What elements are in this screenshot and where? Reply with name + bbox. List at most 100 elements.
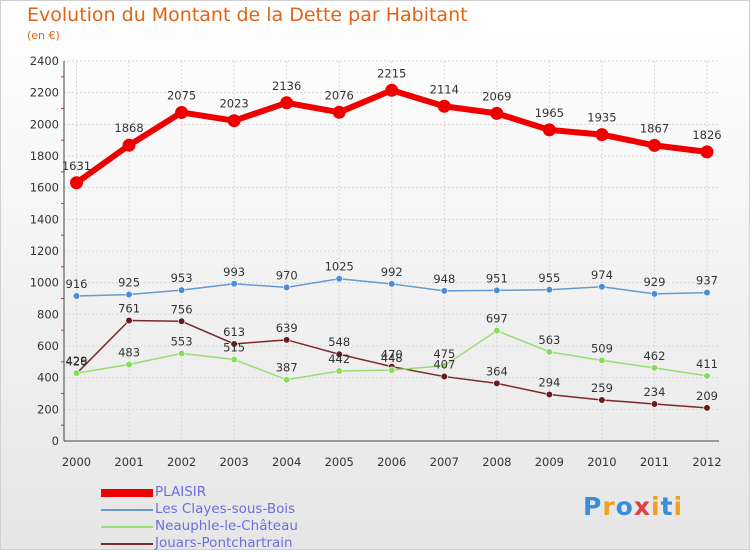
data-point-neauphle-le-chateau [545,348,553,356]
data-label-neauphle-le-chateau: 462 [643,349,665,363]
legend-label: Neauphle-le-Château [155,518,298,534]
data-point-jouars-pontchartrain [440,372,448,381]
y-tick-label: 200 [37,402,59,416]
data-point-les-clayes-sous-bois [125,290,133,299]
data-point-les-clayes-sous-bois [230,280,238,288]
data-label-plaisir: 1631 [62,159,91,173]
data-label-neauphle-le-chateau: 515 [223,340,245,354]
data-point-plaisir [385,83,399,97]
y-tick-label: 400 [37,371,59,385]
data-point-les-clayes-sous-bois [598,283,606,291]
data-point-jouars-pontchartrain [493,379,501,387]
x-tick-label: 2011 [640,455,669,469]
data-point-les-clayes-sous-bois [177,286,186,294]
data-point-neauphle-le-chateau [335,367,343,375]
data-label-neauphle-le-chateau: 448 [381,351,403,365]
y-tick-label: 1600 [30,181,59,195]
data-label-plaisir: 2114 [430,82,459,96]
y-tick-label: 600 [37,339,59,353]
series-line-plaisir [74,87,708,186]
data-point-neauphle-le-chateau [177,349,186,358]
data-label-jouars-pontchartrain: 548 [328,335,350,349]
data-point-plaisir [437,99,451,113]
data-label-les-clayes-sous-bois: 937 [696,274,718,288]
legend-swatch [101,508,153,511]
data-label-jouars-pontchartrain: 761 [118,302,140,316]
data-point-neauphle-le-chateau [650,364,659,372]
data-label-plaisir: 1868 [114,121,143,135]
data-label-neauphle-le-chateau: 411 [696,357,718,371]
data-label-plaisir: 1935 [587,111,616,125]
data-label-les-clayes-sous-bois: 929 [643,275,665,289]
x-tick-label: 2010 [587,455,616,469]
data-point-plaisir [122,138,136,152]
data-label-jouars-pontchartrain: 470 [381,348,403,362]
x-tick-label: 2012 [692,455,721,469]
data-point-neauphle-le-chateau [703,372,711,380]
data-point-jouars-pontchartrain [335,350,343,358]
data-point-jouars-pontchartrain [125,316,133,325]
logo-letter: x [633,492,651,521]
data-point-plaisir [227,114,241,128]
data-label-jouars-pontchartrain: 407 [433,358,455,372]
x-tick-label: 2007 [430,455,459,469]
legend-item: PLAISIR [101,484,298,501]
data-point-plaisir [280,96,294,110]
data-point-plaisir [542,123,556,137]
data-label-jouars-pontchartrain: 756 [171,302,193,316]
data-label-plaisir: 2136 [272,79,301,93]
data-label-les-clayes-sous-bois: 1025 [325,260,354,274]
data-point-jouars-pontchartrain [598,396,606,404]
x-tick-label: 2001 [114,455,143,469]
data-point-neauphle-le-chateau [493,327,501,335]
data-point-plaisir [175,105,189,119]
data-label-jouars-pontchartrain: 259 [591,381,613,395]
y-tick-label: 1800 [30,149,59,163]
data-label-les-clayes-sous-bois: 974 [591,268,613,282]
data-label-jouars-pontchartrain: 613 [223,325,245,339]
data-point-les-clayes-sous-bois [493,286,501,295]
y-tick-label: 800 [37,307,59,321]
data-label-les-clayes-sous-bois: 993 [223,265,245,279]
data-point-les-clayes-sous-bois [440,287,448,295]
data-label-plaisir: 2069 [482,89,511,103]
legend-item: Jouars-Pontchartrain [101,535,298,552]
legend-swatch [101,525,153,528]
legend-label: PLAISIR [155,484,207,500]
y-tick-label: 2400 [30,54,59,68]
logo-letter: i [651,492,661,521]
data-point-plaisir [700,145,714,159]
data-label-neauphle-le-chateau: 563 [538,333,560,347]
logo-letter: i [673,492,684,521]
data-point-jouars-pontchartrain [703,404,711,412]
data-label-neauphle-le-chateau: 475 [433,347,455,361]
data-point-les-clayes-sous-bois [72,292,81,300]
legend-swatch [101,542,153,545]
data-point-jouars-pontchartrain [545,390,553,399]
data-point-plaisir [595,128,609,142]
data-label-neauphle-le-chateau: 553 [171,334,193,348]
data-label-plaisir: 2075 [167,88,196,102]
data-label-neauphle-le-chateau: 697 [486,312,508,326]
data-point-neauphle-le-chateau [388,366,396,374]
data-point-plaisir [490,106,504,120]
x-tick-label: 2003 [219,455,248,469]
data-label-neauphle-le-chateau: 509 [591,341,613,355]
y-tick-label: 1200 [30,244,59,258]
data-label-les-clayes-sous-bois: 948 [433,272,455,286]
data-point-plaisir [332,105,346,119]
data-label-jouars-pontchartrain: 294 [538,375,560,389]
data-point-les-clayes-sous-bois [388,280,396,288]
x-tick-label: 2004 [272,455,301,469]
chart-legend: PLAISIR Les Clayes-sous-Bois Neauphle-le-C… [101,484,298,552]
data-point-jouars-pontchartrain [650,400,659,408]
data-label-les-clayes-sous-bois: 953 [171,271,193,285]
data-point-neauphle-le-chateau [598,356,606,365]
legend-item: Les Clayes-sous-Bois [101,501,298,518]
data-point-les-clayes-sous-bois [335,275,343,283]
x-tick-label: 2008 [482,455,511,469]
x-tick-label: 2006 [377,455,406,469]
y-tick-label: 2000 [30,117,59,131]
data-point-les-clayes-sous-bois [650,290,659,298]
